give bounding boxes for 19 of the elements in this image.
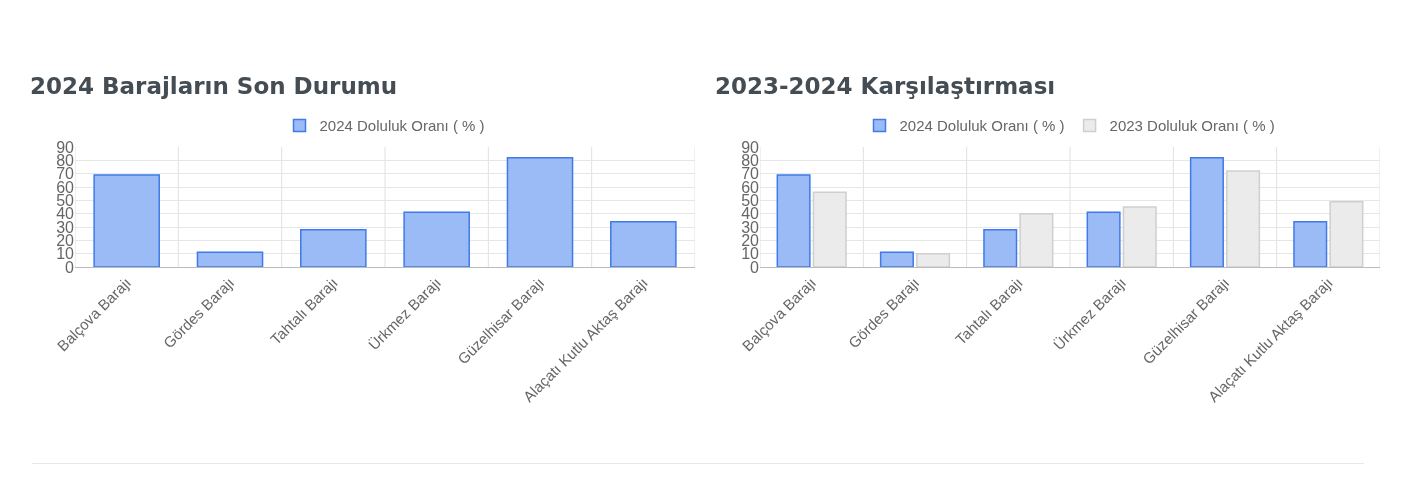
legend-label: 2023 Doluluk Oranı ( % ) [1109, 117, 1275, 135]
bar [1293, 220, 1328, 267]
bar [983, 228, 1018, 267]
bar [1189, 156, 1224, 267]
chart-title: 2024 Barajların Son Durumu [30, 73, 398, 100]
bar [300, 228, 367, 267]
legend-label: 2024 Doluluk Oranı ( % ) [899, 117, 1065, 135]
bar [879, 251, 914, 267]
bar [610, 220, 677, 267]
bar [776, 174, 811, 267]
bar [506, 156, 574, 267]
bar [1086, 211, 1121, 267]
y-tick-label: 0 [65, 258, 75, 276]
bar [403, 211, 470, 267]
bar [196, 251, 264, 267]
legend-label: 2024 Doluluk Oranı ( % ) [319, 117, 485, 135]
y-tick-label: 0 [750, 258, 760, 276]
chart-title: 2023-2024 Karşılaştırması [715, 73, 1056, 100]
bar [93, 174, 160, 267]
